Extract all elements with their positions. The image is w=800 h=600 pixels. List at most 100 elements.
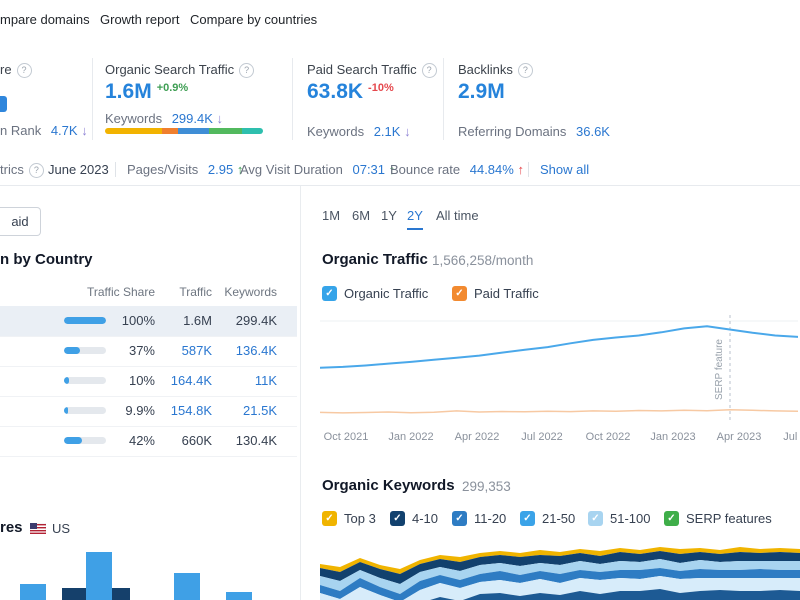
legend-label: Paid Traffic	[474, 286, 539, 301]
bar[interactable]	[20, 584, 46, 600]
checkbox-serp-features[interactable]	[664, 511, 679, 526]
referring-domains-value[interactable]: 36.6K	[576, 124, 610, 139]
metrics-bar: re n Rank 4.7K ↓ Organic Search Traffic …	[0, 40, 800, 155]
keywords-label: Keywords	[105, 111, 163, 126]
legend-51-100[interactable]: 51-100	[588, 511, 650, 526]
organic-paid-toggle[interactable]: aid	[0, 207, 41, 236]
bar[interactable]	[226, 592, 252, 600]
share-value: 10%	[128, 373, 155, 388]
legend-label: 21-50	[542, 511, 576, 526]
bounce-rate-value[interactable]: 44.84%	[469, 162, 514, 177]
checkbox-top3[interactable]	[322, 511, 337, 526]
legend-label: 51-100	[610, 511, 651, 526]
legend-label: Top 3	[344, 511, 376, 526]
legend-serp-features[interactable]: SERP features	[664, 511, 772, 526]
pages-visits-value[interactable]: 2.95	[207, 162, 234, 177]
keywords-value-link[interactable]: 21.5K	[243, 403, 277, 418]
traffic-share-bar	[64, 317, 106, 324]
country-selector-us[interactable]: US	[52, 521, 71, 536]
table-row-country[interactable]: 37% 587K 136.4K	[0, 336, 297, 367]
checkbox-paid-traffic[interactable]	[452, 286, 467, 301]
keywords-value-link[interactable]: 136.4K	[235, 343, 277, 358]
info-icon[interactable]	[28, 163, 44, 178]
legend-label: SERP features	[686, 511, 772, 526]
legend-top3[interactable]: Top 3	[322, 511, 376, 526]
column-header-traffic: Traffic	[179, 285, 212, 299]
nav-item-compare-by-countries[interactable]: Compare by countries	[190, 12, 318, 27]
keywords-value: 299.4K	[235, 313, 277, 328]
keywords-value: 130.4K	[235, 433, 277, 448]
metric-backlinks-title-text: Backlinks	[458, 62, 513, 77]
metrics-partial-label: trics	[0, 154, 44, 185]
trend-up-icon: ↑	[517, 162, 524, 177]
paid-keywords-value[interactable]: 2.1K	[373, 124, 401, 139]
organic-traffic-subtitle: 1,566,258/month	[432, 253, 534, 268]
keywords-value-link[interactable]: 11K	[254, 373, 277, 388]
checkbox-11-20[interactable]	[452, 511, 467, 526]
tab-range-6m[interactable]: 6M	[352, 208, 371, 223]
keywords-label: Keywords	[307, 124, 365, 139]
table-row-country[interactable]: 9.9% 154.8K 21.5K	[0, 396, 297, 427]
avg-visit-duration-value[interactable]: 07:31	[352, 162, 386, 177]
legend-21-50[interactable]: 21-50	[520, 511, 575, 526]
nav-item-compare-domains[interactable]: mpare domains	[0, 12, 90, 27]
trend-down-icon: ↓	[216, 111, 224, 126]
metric-partial-title-text: re	[0, 62, 12, 77]
avg-visit-duration-metric: Avg Visit Duration 07:31 ↑	[240, 162, 396, 177]
metric-organic-title: Organic Search Traffic	[105, 62, 255, 78]
info-icon[interactable]	[239, 63, 255, 78]
country-keywords-bar-chart[interactable]	[0, 540, 300, 600]
organic-keywords-value[interactable]: 299.4K	[171, 111, 213, 126]
metric-paid-title-text: Paid Search Traffic	[307, 62, 417, 77]
table-row-others[interactable]: 42% 660K 130.4K	[0, 426, 297, 457]
checkbox-organic-traffic[interactable]	[322, 286, 337, 301]
traffic-value-link[interactable]: 164.4K	[170, 373, 212, 388]
legend-11-20[interactable]: 11-20	[452, 511, 506, 526]
backlinks-value[interactable]: 2.9M	[458, 80, 505, 103]
axis-tick-label: Jan 2022	[388, 431, 434, 443]
paid-keywords-row: Keywords 2.1K ↓	[307, 124, 411, 139]
checkbox-21-50[interactable]	[520, 511, 535, 526]
tab-range-2y[interactable]: 2Y	[407, 208, 423, 230]
period-selector[interactable]: June 2023	[48, 162, 109, 177]
divider	[292, 58, 293, 140]
traffic-value-link[interactable]: 154.8K	[170, 403, 212, 418]
axis-tick-label: Jul 2022	[521, 431, 563, 443]
table-row-country[interactable]: 10% 164.4K 11K	[0, 366, 297, 397]
organic-traffic-value[interactable]: 1.6M	[105, 80, 152, 103]
share-value: 42%	[128, 433, 155, 448]
bar[interactable]	[174, 573, 200, 600]
legend-4-10[interactable]: 4-10	[390, 511, 438, 526]
column-header-traffic-share: Traffic Share	[86, 285, 155, 299]
checkbox-4-10[interactable]	[390, 511, 405, 526]
info-icon[interactable]	[16, 63, 32, 78]
show-all-link[interactable]: Show all	[540, 162, 590, 177]
share-value: 100%	[121, 313, 155, 328]
traffic-share-bar	[64, 377, 106, 384]
tab-range-1y[interactable]: 1Y	[381, 208, 397, 223]
bar[interactable]	[86, 552, 112, 600]
organic-traffic-line-chart[interactable]	[320, 313, 798, 423]
tab-range-all-time[interactable]: All time	[436, 208, 479, 223]
legend-label: 11-20	[474, 511, 507, 526]
tab-range-1m[interactable]: 1M	[322, 208, 341, 223]
legend-label: 4-10	[412, 511, 439, 526]
legend-organic-traffic[interactable]: Organic Traffic	[322, 286, 428, 301]
divider	[443, 58, 444, 140]
organic-traffic-heading: Organic Traffic	[322, 251, 428, 268]
metric-paid-value-row: 63.8K -10%	[307, 80, 394, 104]
serp-feature-annotation: SERP feature	[714, 339, 725, 400]
strip-segment	[242, 128, 263, 134]
column-header-keywords: Keywords	[224, 285, 277, 299]
info-icon[interactable]	[517, 63, 533, 78]
traffic-value-link[interactable]: 587K	[181, 343, 212, 358]
nav-item-growth-report[interactable]: Growth report	[100, 12, 180, 27]
info-icon[interactable]	[421, 63, 437, 78]
table-row-worldwide[interactable]: 100% 1.6M 299.4K	[0, 306, 297, 337]
us-flag-icon	[30, 523, 46, 534]
rank-value[interactable]: 4.7K	[50, 123, 78, 138]
paid-traffic-value[interactable]: 63.8K	[307, 80, 364, 103]
legend-paid-traffic[interactable]: Paid Traffic	[452, 286, 539, 301]
checkbox-51-100[interactable]	[588, 511, 603, 526]
organic-keywords-stacked-chart[interactable]	[320, 538, 800, 600]
